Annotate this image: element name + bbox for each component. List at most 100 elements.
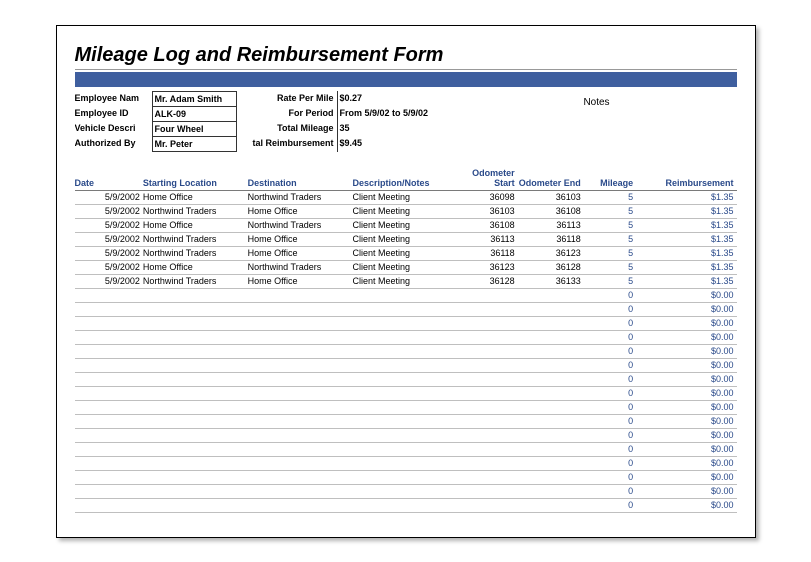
cell-reimb: $0.00	[636, 330, 736, 344]
cell-desc	[352, 414, 451, 428]
cell-dest	[248, 316, 353, 330]
cell-mileage: 0	[584, 470, 636, 484]
val-total-reimb: $9.45	[338, 136, 457, 151]
cell-desc: Client Meeting	[352, 204, 451, 218]
th-reimb: Reimbursement	[636, 166, 736, 191]
cell-oend: 36103	[518, 190, 584, 204]
cell-desc: Client Meeting	[352, 232, 451, 246]
cell-oend: 36108	[518, 204, 584, 218]
table-row: 0$0.00	[75, 372, 737, 386]
cell-desc: Client Meeting	[352, 274, 451, 288]
cell-ostart	[452, 470, 518, 484]
cell-mileage: 0	[584, 386, 636, 400]
cell-mileage: 0	[584, 498, 636, 512]
cell-dest: Northwind Traders	[248, 218, 353, 232]
cell-dest	[248, 288, 353, 302]
cell-oend	[518, 316, 584, 330]
cell-reimb: $1.35	[636, 232, 736, 246]
cell-dest	[248, 470, 353, 484]
th-dest: Destination	[248, 166, 353, 191]
cell-date	[75, 358, 143, 372]
cell-start	[143, 414, 248, 428]
cell-mileage: 0	[584, 400, 636, 414]
cell-dest	[248, 414, 353, 428]
cell-dest: Home Office	[248, 232, 353, 246]
table-row: 0$0.00	[75, 358, 737, 372]
cell-dest	[248, 372, 353, 386]
table-row: 0$0.00	[75, 484, 737, 498]
table-row: 5/9/2002Northwind TradersHome OfficeClie…	[75, 246, 737, 260]
cell-reimb: $1.35	[636, 274, 736, 288]
label-total-mileage: Total Mileage	[237, 121, 337, 136]
cell-mileage: 0	[584, 330, 636, 344]
cell-date: 5/9/2002	[75, 204, 143, 218]
cell-start	[143, 470, 248, 484]
cell-oend: 36123	[518, 246, 584, 260]
cell-reimb: $0.00	[636, 484, 736, 498]
cell-mileage: 0	[584, 372, 636, 386]
cell-desc	[352, 442, 451, 456]
cell-oend	[518, 442, 584, 456]
cell-ostart	[452, 372, 518, 386]
cell-dest: Northwind Traders	[248, 190, 353, 204]
cell-date	[75, 316, 143, 330]
cell-mileage: 0	[584, 428, 636, 442]
cell-desc	[352, 358, 451, 372]
cell-dest: Northwind Traders	[248, 260, 353, 274]
label-period: For Period	[237, 106, 337, 121]
table-row: 0$0.00	[75, 344, 737, 358]
cell-reimb: $0.00	[636, 442, 736, 456]
cell-oend: 36133	[518, 274, 584, 288]
table-row: 0$0.00	[75, 470, 737, 484]
cell-start	[143, 498, 248, 512]
cell-desc	[352, 386, 451, 400]
table-row: 5/9/2002Home OfficeNorthwind TradersClie…	[75, 190, 737, 204]
cell-desc	[352, 428, 451, 442]
cell-mileage: 0	[584, 456, 636, 470]
cell-mileage: 0	[584, 414, 636, 428]
cell-start	[143, 330, 248, 344]
cell-oend	[518, 456, 584, 470]
cell-date	[75, 386, 143, 400]
table-row: 0$0.00	[75, 302, 737, 316]
th-mileage: Mileage	[584, 166, 636, 191]
table-row: 0$0.00	[75, 456, 737, 470]
cell-start: Home Office	[143, 190, 248, 204]
val-rate: $0.27	[338, 91, 457, 106]
cell-date	[75, 330, 143, 344]
label-vehicle: Vehicle Descri	[75, 121, 152, 136]
cell-ostart: 36123	[452, 260, 518, 274]
title-bar	[75, 72, 737, 87]
cell-desc	[352, 498, 451, 512]
val-emp-name: Mr. Adam Smith	[153, 91, 236, 106]
cell-mileage: 0	[584, 316, 636, 330]
cell-start	[143, 316, 248, 330]
header-mid-labels: Rate Per Mile For Period Total Mileage t…	[237, 91, 337, 152]
cell-oend	[518, 484, 584, 498]
cell-oend: 36128	[518, 260, 584, 274]
cell-date	[75, 498, 143, 512]
cell-oend	[518, 470, 584, 484]
cell-ostart	[452, 288, 518, 302]
cell-date	[75, 302, 143, 316]
cell-start	[143, 358, 248, 372]
table-row: 0$0.00	[75, 442, 737, 456]
cell-start: Northwind Traders	[143, 232, 248, 246]
header-values: Mr. Adam Smith ALK-09 Four Wheel Mr. Pet…	[152, 91, 237, 152]
cell-start	[143, 344, 248, 358]
cell-ostart	[452, 414, 518, 428]
cell-oend	[518, 302, 584, 316]
table-row: 5/9/2002Home OfficeNorthwind TradersClie…	[75, 218, 737, 232]
table-row: 0$0.00	[75, 414, 737, 428]
cell-dest	[248, 330, 353, 344]
cell-start: Home Office	[143, 260, 248, 274]
cell-start	[143, 386, 248, 400]
cell-date	[75, 414, 143, 428]
th-desc: Description/Notes	[352, 166, 451, 191]
cell-dest: Home Office	[248, 274, 353, 288]
cell-date: 5/9/2002	[75, 218, 143, 232]
cell-start: Northwind Traders	[143, 274, 248, 288]
table-row: 0$0.00	[75, 428, 737, 442]
cell-dest	[248, 400, 353, 414]
cell-oend	[518, 330, 584, 344]
